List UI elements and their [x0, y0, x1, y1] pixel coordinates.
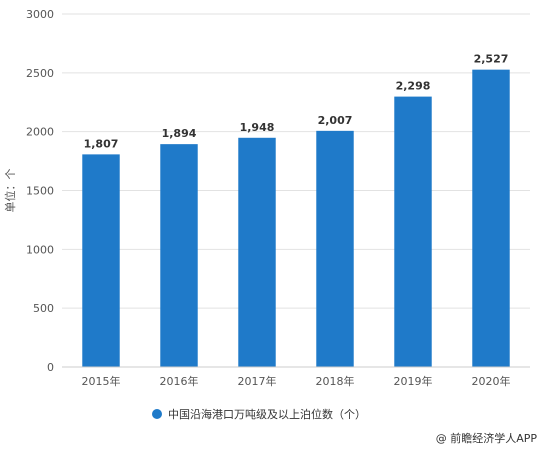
gridlines	[62, 13, 530, 309]
x-axis-ticks: 2015年 2016年 2017年 2018年 2019年 2020年	[82, 374, 511, 388]
y-tick-label: 3000	[26, 8, 54, 21]
legend-marker	[152, 409, 162, 419]
y-tick-label: 1500	[26, 185, 54, 198]
source-credit: @ 前瞻经济学人APP	[436, 431, 538, 445]
y-tick-label: 1000	[26, 243, 54, 256]
y-tick-label: 2000	[26, 126, 54, 139]
data-labels: 1,807 1,894 1,948 2,007 2,298 2,527	[84, 53, 509, 151]
x-tick-label: 2020年	[472, 374, 511, 388]
y-axis-label: 单位：个	[3, 169, 17, 213]
bar[interactable]	[316, 130, 354, 367]
y-tick-label: 0	[47, 361, 54, 374]
bar[interactable]	[394, 96, 432, 368]
bars	[82, 69, 510, 368]
data-label: 2,298	[396, 80, 431, 93]
data-label: 2,527	[474, 53, 509, 66]
y-tick-label: 2500	[26, 67, 54, 80]
bar[interactable]	[82, 154, 120, 367]
data-label: 1,948	[240, 121, 275, 134]
bar[interactable]	[472, 69, 510, 367]
x-tick-label: 2018年	[316, 374, 355, 388]
legend[interactable]: 中国沿海港口万吨级及以上泊位数（个）	[152, 407, 366, 421]
data-label: 1,894	[162, 127, 197, 140]
y-tick-label: 500	[33, 302, 54, 315]
bar[interactable]	[160, 144, 198, 367]
y-axis-ticks: 0 500 1000 1500 2000 2500 3000	[26, 8, 54, 374]
data-label: 1,807	[84, 137, 119, 150]
x-tick-label: 2015年	[82, 374, 121, 388]
x-tick-label: 2019年	[394, 374, 433, 388]
x-tick-label: 2017年	[238, 374, 277, 388]
bar[interactable]	[238, 137, 276, 367]
data-label: 2,007	[318, 114, 353, 127]
legend-label: 中国沿海港口万吨级及以上泊位数（个）	[168, 407, 366, 421]
x-tick-label: 2016年	[160, 374, 199, 388]
